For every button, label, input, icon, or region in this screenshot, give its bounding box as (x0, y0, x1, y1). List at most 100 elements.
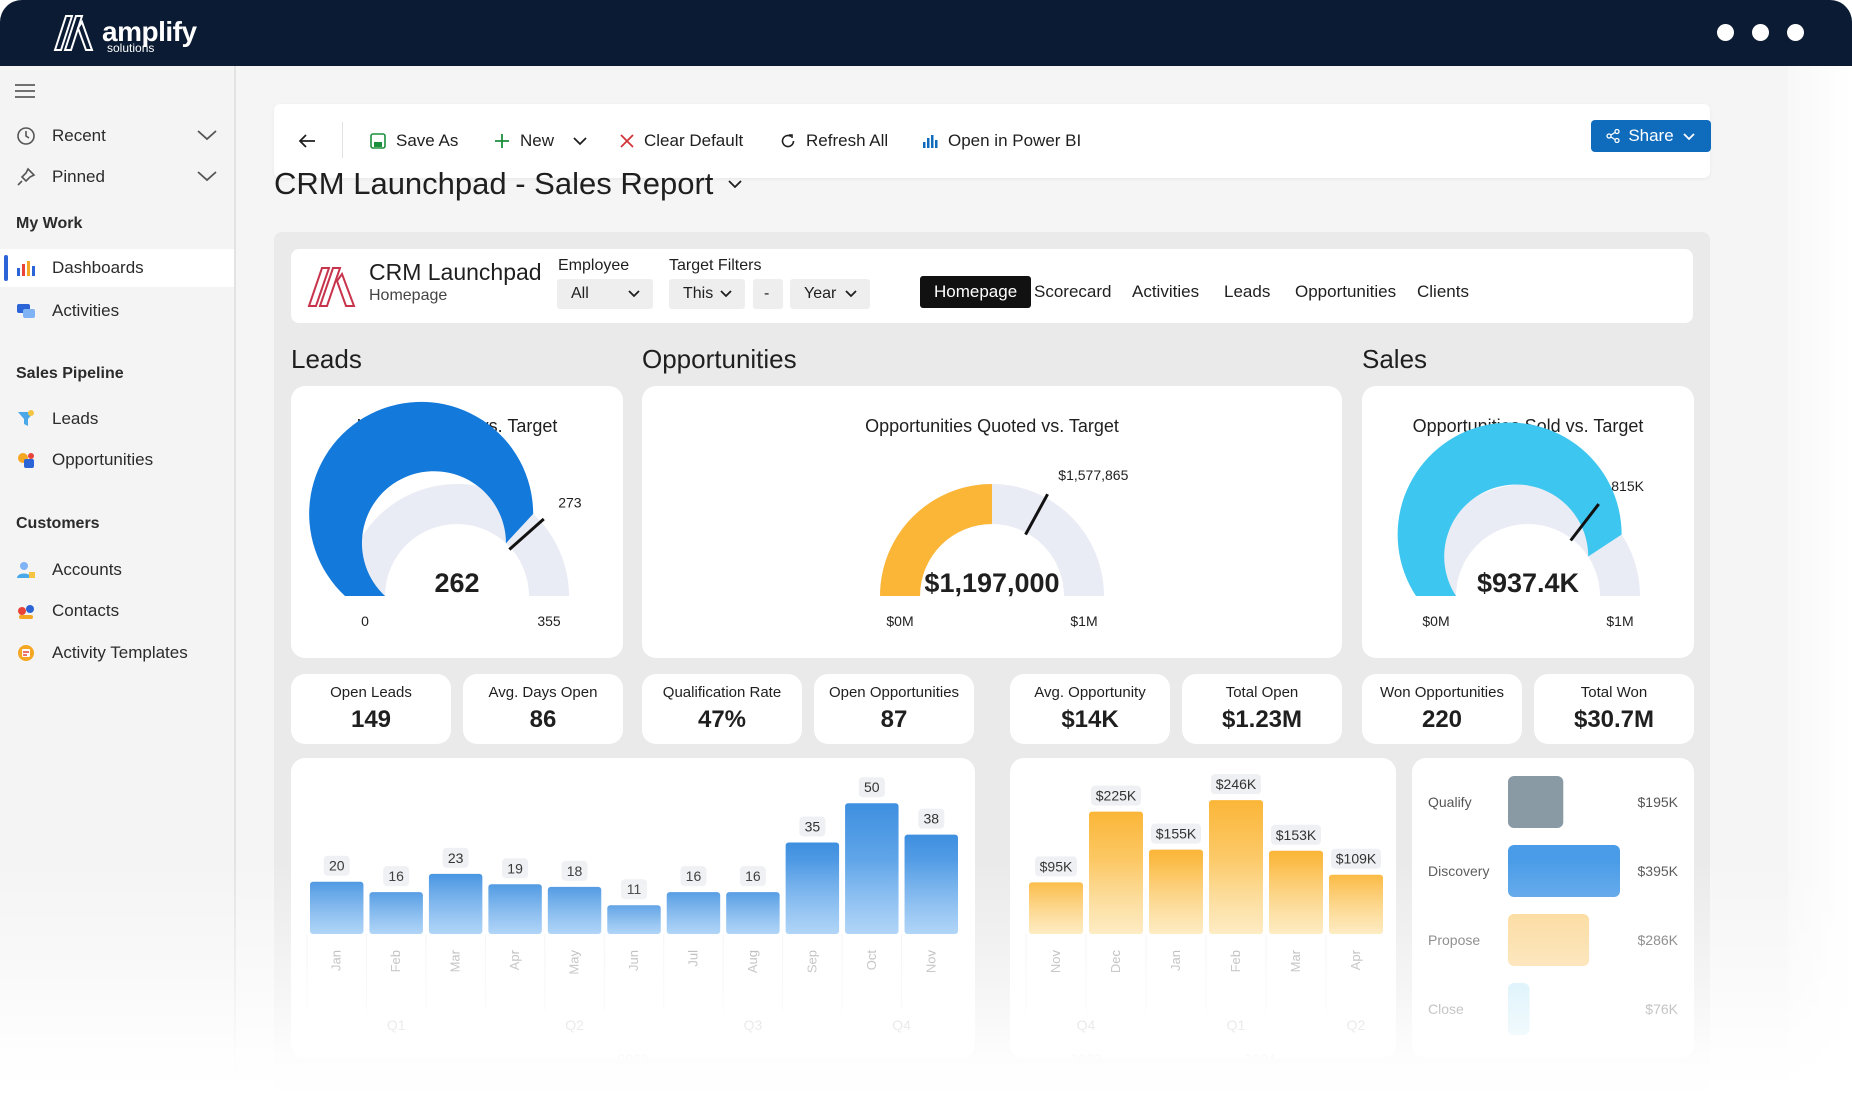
brand-subtitle: solutions (107, 41, 155, 55)
kpi-value: 47% (697, 706, 747, 733)
stage-value-label: $286K (1638, 932, 1679, 948)
kpi-card-avg-opportunity[interactable]: Avg. Opportunity $14K (1010, 674, 1170, 744)
chart-bar (547, 886, 602, 934)
kpi-card-qualification-rate[interactable]: Qualification Rate 47% (642, 674, 802, 744)
power-bi-icon (923, 135, 938, 148)
tab-activities[interactable]: Activities (1132, 282, 1200, 301)
gauge-max-label: 355 (537, 613, 561, 629)
stage-bar (1508, 914, 1590, 966)
quarter-label: Q2 (565, 1017, 584, 1033)
brand-logo[interactable]: amplify solutions (52, 12, 197, 55)
tab-scorecard[interactable]: Scorecard (1034, 282, 1112, 301)
gauge-value-label: $937.4K (1477, 568, 1580, 598)
kpi-label: Open Opportunities (828, 684, 960, 701)
chevron-down-icon[interactable] (196, 127, 218, 147)
tab-leads[interactable]: Leads (1224, 282, 1271, 301)
opportunities-by-month-chart-card[interactable]: $95K Nov $225K Dec $155K Jan $246K Feb $153K Mar $… (1010, 758, 1396, 1067)
data-label: 11 (627, 881, 642, 897)
open-power-bi-label: Open in Power BI (948, 131, 1082, 150)
gauge-min-label: $0M (886, 613, 913, 629)
clear-default-button[interactable]: Clear Default (620, 126, 743, 156)
sidebar-item-recent[interactable]: Recent (0, 117, 234, 155)
sidebar-item-accounts[interactable]: Accounts (0, 551, 234, 589)
sidebar-header-sales-pipeline: Sales Pipeline (16, 365, 124, 382)
kpi-card-open-leads[interactable]: Open Leads 149 (291, 674, 451, 744)
tab-clients[interactable]: Clients (1417, 282, 1469, 301)
save-as-button[interactable]: Save As (370, 126, 458, 156)
save-icon (370, 133, 386, 149)
target-period-value: This (683, 285, 714, 302)
back-button[interactable] (298, 126, 316, 156)
refresh-icon (781, 134, 795, 148)
data-label: 38 (923, 811, 939, 827)
gauge-min-label: 0 (361, 613, 369, 629)
stage-label: Qualify (1428, 794, 1472, 810)
kpi-label: Total Open (1225, 684, 1299, 701)
clock-icon (15, 125, 37, 147)
window-controls[interactable] (1717, 24, 1804, 41)
chevron-down-icon[interactable] (727, 179, 743, 189)
page-title[interactable]: CRM Launchpad - Sales Report (274, 166, 743, 202)
share-button[interactable]: Share (1591, 120, 1711, 152)
gauge-min-label: $0M (1422, 613, 1449, 629)
sidebar-item-activity-templates[interactable]: Activity Templates (0, 634, 234, 672)
sidebar-item-contacts[interactable]: Contacts (0, 592, 234, 630)
save-as-label: Save As (396, 131, 459, 150)
data-label: $109K (1336, 851, 1377, 867)
dot-icon[interactable] (1717, 24, 1734, 41)
data-label: $155K (1156, 826, 1197, 842)
kpi-label: Open Leads (330, 684, 412, 701)
tab-opportunities[interactable]: Opportunities (1295, 282, 1397, 301)
kpi-card-total-open[interactable]: Total Open $1.23M (1182, 674, 1342, 744)
sidebar-item-opportunities[interactable]: Opportunities (0, 441, 234, 479)
kpi-card-open-opportunities[interactable]: Open Opportunities 87 (814, 674, 974, 744)
kpi-card-avg-days-open[interactable]: Avg. Days Open 86 (463, 674, 623, 744)
pipeline-stage-chart-card[interactable]: Qualify $195K Discovery $395K Propose $286K Cl… (1412, 758, 1694, 1058)
data-label: $225K (1096, 788, 1137, 804)
sidebar-item-pinned[interactable]: Pinned (0, 158, 234, 196)
sidebar-item-dashboards[interactable]: Dashboards (0, 249, 234, 287)
x-tick-label: Nov (923, 950, 938, 974)
open-power-bi-button[interactable]: Open in Power BI (922, 126, 1081, 156)
gauge-chart: 273 262 0 355 (309, 401, 582, 629)
close-icon (620, 134, 634, 148)
chart-bar (1149, 849, 1203, 934)
sidebar-item-label: Activity Templates (52, 643, 188, 662)
kpi-card-total-won[interactable]: Total Won $30.7M (1534, 674, 1694, 744)
sidebar-item-leads[interactable]: Leads (0, 400, 234, 438)
chart-bar (666, 892, 721, 934)
employee-value: All (571, 285, 589, 302)
gauge-chart: 815K $937.4K $0M $1M (1397, 422, 1645, 629)
share-icon (1606, 129, 1620, 143)
sidebar-item-activities[interactable]: Activities (0, 292, 234, 330)
gauge-card-sales[interactable]: Opportunities Sold vs. Target 815K $937.4… (1362, 386, 1694, 658)
dot-icon[interactable] (1787, 24, 1804, 41)
chevron-down-icon[interactable] (572, 136, 588, 146)
hamburger-menu-icon[interactable] (15, 84, 35, 98)
dot-icon[interactable] (1752, 24, 1769, 41)
pin-icon (15, 166, 37, 188)
chart-bar (726, 892, 780, 934)
right-margin (1788, 66, 1852, 1100)
x-tick-label: Apr (1348, 949, 1363, 970)
year-dropdown[interactable]: Year (790, 279, 870, 309)
power-bi-report: CRM Launchpad Homepage Employee All Targ… (274, 232, 1710, 1100)
leads-by-month-chart-card[interactable]: 20 Jan 16 Feb 23 Mar 19 Apr 18 May 11 Jun 16 Jul 16 Aug… (291, 758, 975, 1067)
employee-dropdown[interactable]: All (557, 279, 653, 309)
chevron-down-icon[interactable] (196, 168, 218, 188)
target-period-dropdown[interactable]: This (669, 279, 745, 309)
kpi-label: Won Opportunities (1380, 684, 1504, 701)
gauge-card-opportunities[interactable]: Opportunities Quoted vs. Target $1,577,8… (642, 386, 1342, 658)
kpi-card-won-opportunities[interactable]: Won Opportunities 220 (1362, 674, 1522, 744)
tab-homepage[interactable]: Homepage (920, 276, 1032, 308)
x-tick-label: Sep (804, 950, 819, 973)
refresh-all-button[interactable]: Refresh All (780, 126, 888, 156)
chart-bar (904, 834, 958, 934)
chart-bar (369, 892, 423, 934)
quarter-label: Q4 (1077, 1017, 1096, 1033)
chevron-down-icon (720, 290, 732, 298)
new-button[interactable]: New (494, 126, 588, 156)
kpi-value: $1.23M (1221, 706, 1303, 733)
data-label: 16 (745, 868, 761, 884)
